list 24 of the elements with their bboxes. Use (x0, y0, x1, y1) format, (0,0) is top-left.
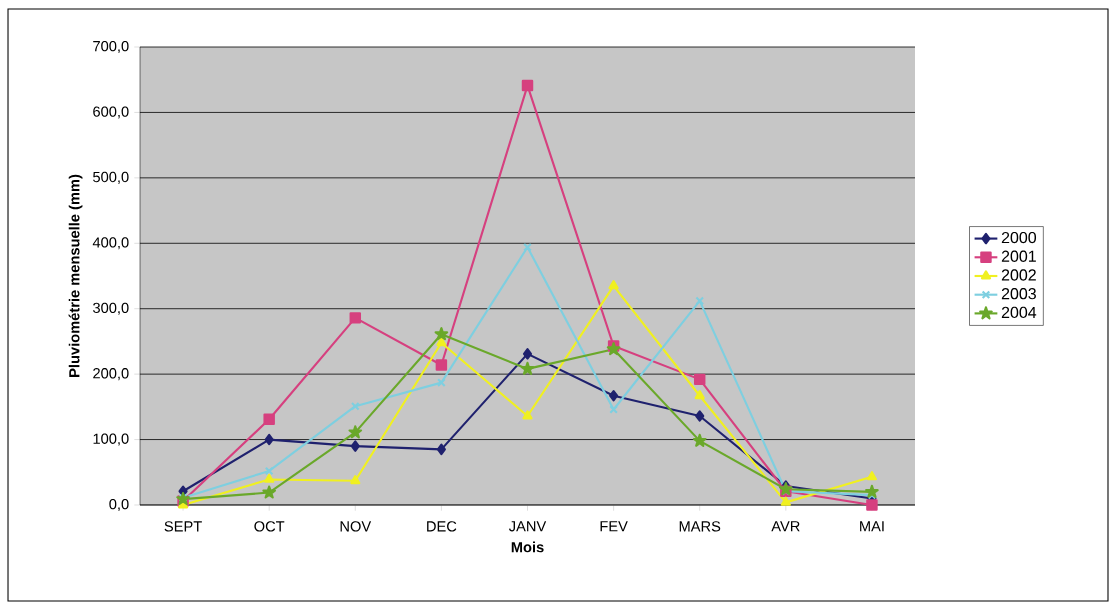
y-tick-label: 0,0 (109, 498, 129, 512)
x-tick-label: SEPT (164, 521, 202, 532)
y-tick-label: 500,0 (93, 171, 129, 184)
x-tick-label: MARS (679, 521, 721, 532)
y-tick-label: 300,0 (93, 302, 129, 315)
x-axis-title: Mois (511, 541, 544, 553)
x-tick-label: OCT (254, 521, 285, 532)
x-tick-label: FEV (600, 521, 628, 532)
x-tick-label: NOV (340, 521, 372, 532)
x-tick-label: AVR (771, 521, 800, 532)
x-tick-label: MAI (860, 521, 884, 532)
y-tick-label: 400,0 (92, 237, 129, 250)
legend-label: 2002 (1001, 269, 1036, 281)
x-tick-label: JANV (508, 521, 547, 532)
legend-label: 2003 (1001, 288, 1036, 300)
legend-label: 2000 (1001, 231, 1037, 244)
legend-label: 2004 (1001, 306, 1037, 319)
x-tick-label: DEC (427, 521, 457, 532)
y-tick-label: 700,0 (93, 40, 129, 54)
y-axis-title: Pluviométrie mensuelle (mm) (68, 174, 83, 377)
y-tick-label: 600,0 (93, 106, 129, 119)
y-tick-label: 100,0 (93, 433, 129, 446)
legend-label: 2001 (1001, 250, 1036, 262)
y-tick-label: 200,0 (93, 368, 129, 381)
